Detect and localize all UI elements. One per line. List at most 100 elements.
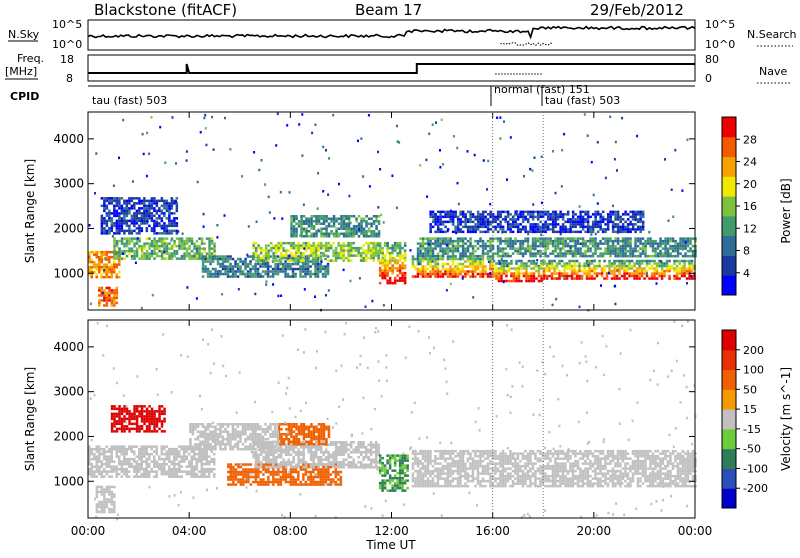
data-cell xyxy=(252,275,255,278)
data-cell xyxy=(141,415,144,418)
data-cell xyxy=(156,463,159,466)
data-cell xyxy=(173,225,176,228)
data-cell xyxy=(437,270,440,273)
data-cell xyxy=(93,470,96,473)
data-cell xyxy=(544,255,547,258)
data-cell xyxy=(156,420,159,423)
data-cell xyxy=(401,277,404,280)
data-cell xyxy=(113,418,116,421)
data-cell xyxy=(111,197,114,200)
data-cell xyxy=(612,223,615,226)
data-cell xyxy=(123,222,126,225)
data-cell xyxy=(510,267,513,270)
data-cell xyxy=(148,420,151,423)
data-cell xyxy=(153,423,156,426)
data-cell xyxy=(330,259,333,262)
data-cell xyxy=(551,275,554,278)
data-cell xyxy=(235,483,238,486)
data-cell xyxy=(101,225,104,228)
data-cell xyxy=(632,247,635,250)
data-cell xyxy=(571,260,574,263)
data-cell xyxy=(547,242,550,245)
data-cell xyxy=(592,223,595,226)
data-cell xyxy=(163,237,166,240)
data-cell xyxy=(235,473,238,476)
data-cell xyxy=(101,511,104,514)
data-cell xyxy=(320,468,323,471)
data-cell xyxy=(213,468,216,471)
data-cell xyxy=(156,205,159,208)
data-cell xyxy=(412,263,415,266)
data-cell xyxy=(113,247,116,250)
data-cell xyxy=(176,237,179,240)
data-cell xyxy=(573,260,576,263)
data-cell xyxy=(396,247,399,250)
data-cell xyxy=(126,450,129,453)
data-cell xyxy=(452,211,455,214)
data-cell xyxy=(396,244,399,247)
data-cell xyxy=(641,272,644,275)
data-cell xyxy=(118,420,121,423)
data-cell xyxy=(178,465,181,468)
nsearch-label: N.Search xyxy=(747,28,797,41)
data-cell xyxy=(209,263,212,266)
data-cell xyxy=(292,268,295,271)
data-cell xyxy=(594,259,596,262)
data-cell xyxy=(352,249,355,252)
data-cell xyxy=(518,272,521,275)
data-cell xyxy=(396,252,399,255)
data-cell xyxy=(302,483,305,486)
data-cell xyxy=(529,168,531,171)
data-cell xyxy=(432,252,435,255)
data-cell xyxy=(671,267,674,270)
data-cell xyxy=(204,265,207,268)
data-cell xyxy=(579,306,581,309)
data-cell xyxy=(386,274,389,277)
data-cell xyxy=(128,463,131,466)
data-cell xyxy=(178,460,181,463)
data-cell xyxy=(564,226,567,229)
data-cell xyxy=(488,261,490,264)
data-cell xyxy=(151,250,154,253)
data-cell xyxy=(669,245,672,248)
data-cell xyxy=(613,262,616,265)
data-cell xyxy=(237,473,240,476)
data-cell xyxy=(437,255,440,258)
data-cell xyxy=(494,226,497,229)
data-cell xyxy=(469,242,472,245)
data-cell xyxy=(131,450,134,453)
data-cell xyxy=(330,218,333,221)
data-cell xyxy=(682,237,685,240)
data-cell xyxy=(654,242,657,245)
data-cell xyxy=(133,212,136,215)
data-cell xyxy=(592,245,595,248)
data-cell xyxy=(312,249,315,252)
data-cell xyxy=(319,265,322,268)
data-cell xyxy=(181,455,184,458)
data-cell xyxy=(116,450,119,453)
data-cell xyxy=(146,458,149,461)
data-cell xyxy=(401,272,404,275)
data-cell xyxy=(357,247,360,250)
data-cell xyxy=(568,262,571,265)
data-cell xyxy=(93,473,96,476)
data-cell xyxy=(618,262,621,265)
data-cell xyxy=(186,247,189,250)
data-cell xyxy=(300,483,303,486)
data-cell xyxy=(642,250,645,253)
data-cell xyxy=(320,233,323,236)
data-cell xyxy=(113,263,116,266)
data-cell xyxy=(547,223,550,226)
data-cell xyxy=(544,226,547,229)
data-cell xyxy=(289,255,291,258)
data-cell xyxy=(335,233,338,236)
data-cell xyxy=(651,265,654,268)
data-cell xyxy=(186,470,189,473)
data-cell xyxy=(419,242,422,245)
data-cell xyxy=(153,222,156,225)
data-cell xyxy=(295,230,298,233)
data-cell xyxy=(158,240,161,243)
data-cell xyxy=(304,268,307,271)
data-cell xyxy=(227,268,230,271)
data-cell xyxy=(399,259,402,262)
